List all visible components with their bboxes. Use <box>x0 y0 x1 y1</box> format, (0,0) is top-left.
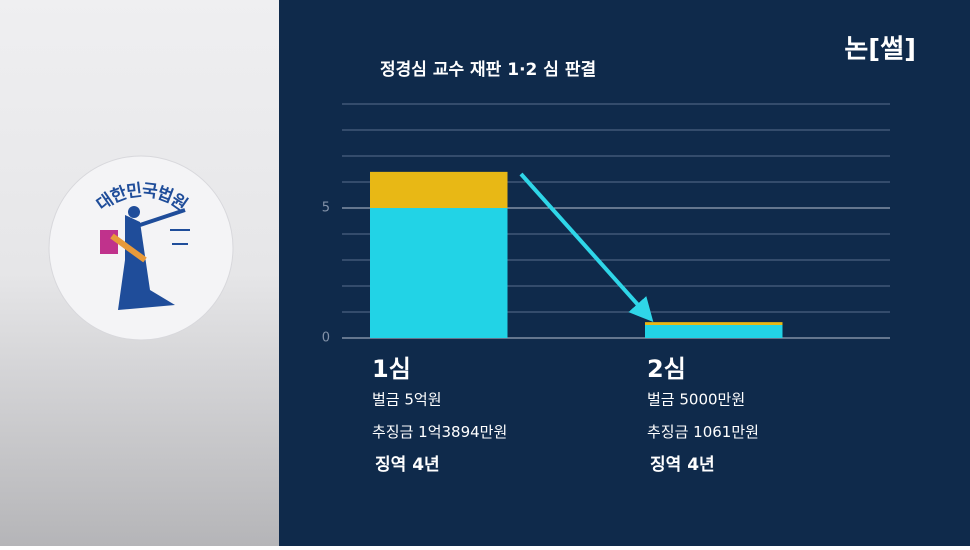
bar-segment <box>645 325 783 338</box>
detail-text: 벌금 5억원 <box>372 391 442 409</box>
detail-text: 벌금 5000만원 <box>647 391 745 409</box>
detail-text: 징역 4년 <box>375 455 440 475</box>
chart-title: 정경심 교수 재판 1·2 심 판결 <box>380 60 596 80</box>
trend-arrow <box>519 172 654 322</box>
logo: 논[썰] <box>844 35 916 65</box>
detail-text: 징역 4년 <box>650 455 715 475</box>
y-tick-label: 5 <box>322 201 330 216</box>
y-tick-label: 0 <box>322 331 330 346</box>
bar-segment <box>370 171 508 208</box>
bar-segment <box>645 322 783 325</box>
category-label: 2심 <box>647 355 686 383</box>
bar-segment <box>370 208 508 338</box>
detail-text: 추징금 1억3894만원 <box>372 423 507 441</box>
detail-text: 추징금 1061만원 <box>647 423 759 441</box>
emblem-figure <box>100 206 190 310</box>
category-label: 1심 <box>372 355 411 383</box>
